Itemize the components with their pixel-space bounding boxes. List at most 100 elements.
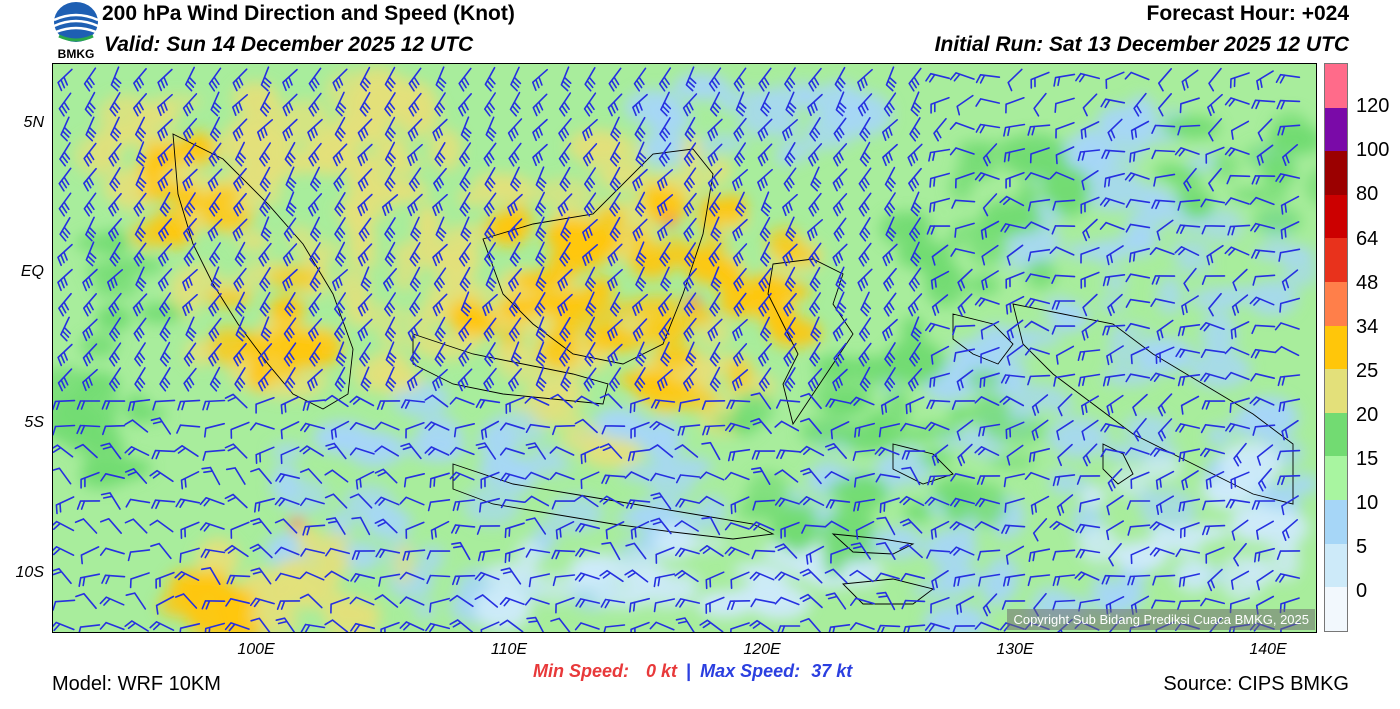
wind-barb	[480, 420, 500, 440]
wind-barb	[1005, 97, 1025, 114]
wind-barb	[1227, 224, 1251, 236]
wind-barb	[834, 66, 846, 92]
wind-barb	[1276, 99, 1301, 110]
speed-blob	[1108, 328, 1133, 370]
wind-barb	[357, 168, 373, 192]
wind-barb	[1156, 495, 1174, 515]
speed-blob	[1205, 425, 1232, 447]
wind-barb	[400, 399, 426, 409]
wind-barb	[1081, 170, 1099, 191]
colorbar-segment	[1325, 369, 1347, 413]
wind-barb	[635, 241, 647, 267]
wind-barb	[649, 621, 675, 631]
wind-barb	[1200, 348, 1226, 358]
wind-barb	[575, 522, 600, 533]
wind-barb	[609, 216, 621, 242]
wind-barb	[776, 399, 801, 409]
wind-barb	[908, 267, 922, 292]
wind-barb	[177, 399, 201, 411]
wind-barb	[982, 593, 998, 617]
wind-barb	[582, 143, 598, 167]
colorbar-segment	[1325, 500, 1347, 544]
speed-blob	[297, 545, 352, 580]
wind-barb	[1108, 542, 1122, 567]
wind-barb	[476, 525, 501, 535]
wind-barb	[683, 292, 697, 317]
wind-barb	[953, 348, 976, 363]
speed-blob	[620, 462, 668, 483]
wind-barb	[558, 92, 572, 117]
wind-barb	[232, 218, 248, 242]
wind-barb	[1006, 444, 1024, 466]
wind-barb	[124, 518, 148, 534]
colorbar-label-15: 15	[1356, 448, 1379, 470]
wind-barb	[174, 571, 200, 581]
wind-barb	[1233, 542, 1247, 567]
speed-blob	[880, 427, 932, 444]
speed-blob	[1219, 554, 1263, 601]
wind-barb	[1252, 274, 1276, 286]
wind-barb	[483, 317, 497, 342]
colorbar-label-100: 100	[1356, 139, 1390, 161]
speed-blob	[200, 205, 253, 232]
wind-barb	[399, 496, 425, 506]
wind-barb	[1277, 449, 1301, 461]
wind-barb	[159, 341, 171, 367]
wind-barb	[903, 624, 926, 632]
wind-barb	[83, 192, 97, 217]
wind-barb	[1156, 319, 1174, 341]
wind-barb	[799, 445, 825, 457]
wind-barb	[1052, 474, 1076, 487]
wind-barb	[384, 167, 396, 192]
wind-barb	[980, 346, 1000, 364]
wind-barb	[909, 217, 921, 242]
wind-barb	[57, 268, 73, 292]
wind-barb	[1031, 394, 1049, 416]
wind-barb	[1055, 345, 1075, 365]
wind-barb	[683, 268, 697, 292]
wind-barb	[1256, 569, 1274, 591]
wind-barb	[599, 393, 623, 409]
wind-barb	[910, 191, 922, 217]
wind-barb	[53, 444, 74, 458]
wind-barb	[451, 541, 471, 561]
speed-blob	[846, 356, 901, 377]
colorbar-segment	[1325, 238, 1347, 283]
wind-barb	[1251, 500, 1276, 510]
wind-barb	[302, 399, 326, 411]
wind-barb	[474, 594, 499, 608]
wind-barb	[1082, 93, 1098, 117]
speed-blob	[1025, 259, 1056, 289]
wind-barb	[600, 598, 626, 609]
wind-barb	[1024, 347, 1050, 356]
wind-barb	[1224, 371, 1250, 381]
colorbar-label-34: 34	[1356, 316, 1379, 338]
wind-barb	[701, 516, 721, 536]
wind-barb	[560, 66, 572, 92]
wind-barb	[504, 522, 525, 539]
wind-barb	[107, 269, 123, 291]
wind-barb	[808, 67, 822, 92]
wind-barb	[505, 396, 525, 414]
wind-barb	[625, 542, 647, 560]
wind-barb	[583, 92, 597, 117]
wind-barb	[709, 292, 721, 317]
wind-barb	[460, 291, 472, 317]
speed-blob	[510, 396, 564, 413]
wind-barb	[185, 316, 197, 342]
wind-barb	[433, 267, 447, 292]
wind-barb	[899, 518, 923, 534]
wind-barb	[910, 91, 922, 117]
wind-barb	[707, 318, 723, 342]
wind-barb	[660, 266, 672, 292]
wind-barb	[334, 116, 346, 142]
wind-barb	[799, 568, 823, 584]
wind-barb	[858, 342, 872, 367]
wind-barb	[101, 400, 126, 410]
speed-blob	[1012, 383, 1065, 412]
wind-barb	[677, 424, 701, 436]
wind-barb	[1006, 319, 1024, 341]
wind-barb	[1229, 397, 1250, 413]
wind-barb	[58, 92, 72, 117]
wind-barb	[650, 472, 675, 482]
